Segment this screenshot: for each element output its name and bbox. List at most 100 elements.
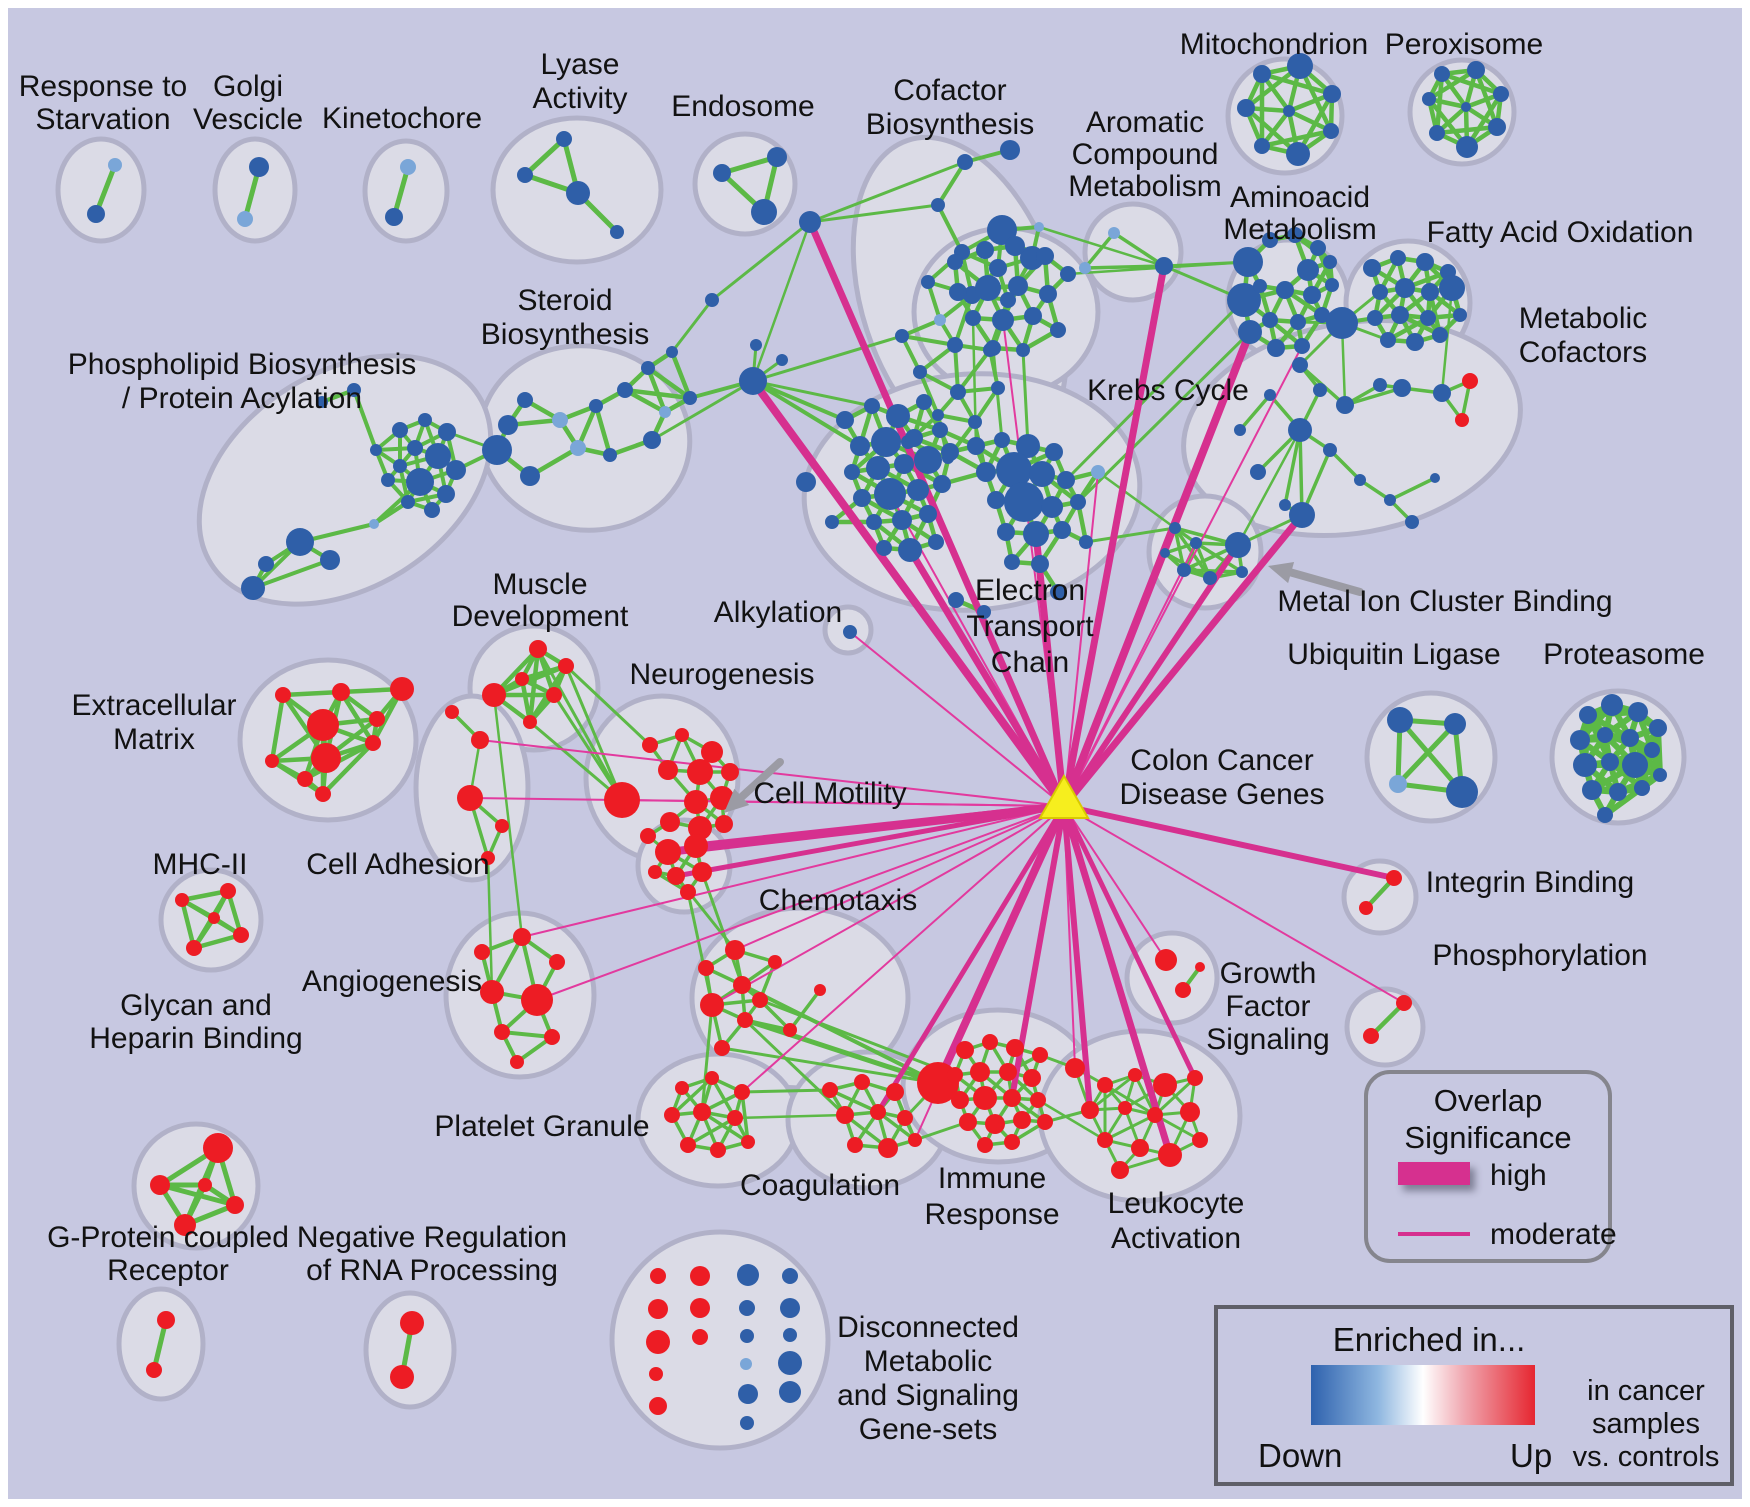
proteasome-node xyxy=(1644,742,1660,758)
proteasome-node xyxy=(1609,783,1627,801)
inter-cluster-edge xyxy=(700,870,744,987)
ubiquitin-ligase-node xyxy=(1444,713,1466,735)
connector-hubs-node xyxy=(750,339,762,351)
electron-transport-chain-node xyxy=(1041,496,1063,518)
lyase-activity-label: Lyase xyxy=(541,48,620,81)
leukocyte-activation-node xyxy=(1097,1132,1113,1148)
platelet-granule-node xyxy=(727,1110,743,1126)
inter-cluster-edge xyxy=(564,664,652,747)
disconnected-gene-sets-label: Gene-sets xyxy=(859,1413,997,1446)
fatty-acid-oxidation-node xyxy=(1420,310,1436,326)
coagulation-label: Coagulation xyxy=(740,1169,900,1202)
cofactor-biosynthesis-node xyxy=(921,275,935,289)
proteasome-node xyxy=(1601,753,1619,771)
neurogenesis-node xyxy=(715,815,733,833)
angiogenesis-node xyxy=(549,954,565,970)
metal-ion-cluster-binding-node xyxy=(1225,532,1251,558)
electron-transport-chain-node xyxy=(866,514,882,530)
electron-transport-chain-node xyxy=(1004,554,1020,570)
platelet-granule-node xyxy=(734,1084,750,1100)
phospholipid-biosynthesis-node xyxy=(381,473,395,487)
metabolic-cofactors-node xyxy=(1288,418,1312,442)
overlap-edge-moderate xyxy=(741,805,1065,1093)
overlap-significance-legend: Overlap Significance high moderate xyxy=(1364,1070,1617,1263)
overlap-edge-moderate xyxy=(1063,805,1167,961)
electron-transport-chain-node xyxy=(933,475,951,493)
phospholipid-biosynthesis-cluster-ellipse xyxy=(196,353,494,607)
glycan-heparin-binding-label: Glycan and xyxy=(120,989,272,1022)
extracellular-matrix-node xyxy=(275,687,291,703)
aromatic-compound-metabolism-label: Metabolism xyxy=(1068,170,1221,203)
steroid-biosynthesis-node xyxy=(603,448,617,462)
colon-cancer-disease-genes-label: Disease Genes xyxy=(1119,778,1324,811)
cell-motility-node xyxy=(667,867,685,885)
neurogenesis-node xyxy=(701,741,723,763)
muscle-development-node xyxy=(558,658,574,674)
colon-cancer-disease-genes-label: Colon Cancer xyxy=(1130,744,1313,777)
overlap-edge-moderate xyxy=(521,805,1065,938)
metabolic-cofactors-label: Cofactors xyxy=(1519,336,1647,369)
golgi-vescicle-node xyxy=(237,211,253,227)
extracellular-matrix-node xyxy=(365,735,381,751)
extracellular-matrix-edge xyxy=(338,689,376,746)
coagulation-node xyxy=(870,1104,886,1120)
aromatic-compound-metabolism-edge xyxy=(1112,231,1166,268)
peroxisome-node xyxy=(1434,66,1450,82)
overlap-edge-moderate xyxy=(734,805,1065,951)
inter-cluster-edge xyxy=(751,220,812,383)
platelet-granule-node xyxy=(680,1137,696,1153)
aromatic-compound-metabolism-label: Aromatic xyxy=(1086,106,1204,139)
metabolic-cofactors-node xyxy=(1384,494,1396,506)
aminoacid-metabolism-node xyxy=(1314,307,1330,323)
electron-transport-chain-node xyxy=(853,489,871,507)
cofactor-biosynthesis-node xyxy=(931,198,945,212)
aminoacid-metabolism-node xyxy=(1227,283,1261,317)
metabolic-cofactors-node xyxy=(1264,389,1276,401)
fatty-acid-oxidation-node xyxy=(1432,327,1448,343)
phospholipid-biosynthesis-node xyxy=(316,396,328,408)
cofactor-biosynthesis-node xyxy=(950,384,966,400)
lyase-activity-edge xyxy=(522,136,567,178)
connector-hubs-edge xyxy=(710,220,812,302)
electron-transport-chain-node xyxy=(905,429,923,447)
neurogenesis-node xyxy=(640,828,656,844)
aminoacid-metabolism-node xyxy=(1290,314,1306,330)
extracellular-matrix-edge xyxy=(320,740,376,797)
mitochondrion-node xyxy=(1253,65,1271,83)
phospholipid-biosynthesis-node xyxy=(286,528,314,556)
metabolic-cofactors-node xyxy=(1234,424,1246,436)
g-protein-coupled-receptor-label: G-Protein coupled xyxy=(47,1221,289,1254)
high-significance-label: high xyxy=(1490,1159,1547,1192)
disconnected-gene-sets-node xyxy=(648,1299,668,1319)
inter-cluster-edge xyxy=(1021,348,1030,448)
electron-transport-chain-node xyxy=(976,462,996,482)
krebs-cycle-node xyxy=(1008,276,1028,296)
immune-response-node xyxy=(1006,1039,1024,1057)
metal-ion-cluster-binding-node xyxy=(1190,537,1202,549)
leukocyte-activation-edge xyxy=(1153,1076,1197,1117)
mhc-ii-node xyxy=(186,940,202,956)
metal-ion-cluster-binding-edge xyxy=(1194,541,1244,574)
aromatic-compound-metabolism-node xyxy=(1155,257,1173,275)
immune-response-node xyxy=(1037,1114,1053,1130)
metabolic-cofactors-edge xyxy=(1358,478,1392,502)
endosome-label: Endosome xyxy=(671,90,814,123)
glycan-heparin-binding-node xyxy=(150,1175,170,1195)
angiogenesis-node xyxy=(513,928,531,946)
kinetochore-node xyxy=(400,159,416,175)
metabolic-cofactors-node xyxy=(1455,413,1469,427)
platelet-granule-edge xyxy=(670,1076,714,1117)
overlap-edge-high xyxy=(1060,511,1306,810)
metal-ion-cluster-binding-node xyxy=(1169,522,1181,534)
aromatic-compound-metabolism-cluster-ellipse xyxy=(1082,201,1184,303)
disconnected-gene-sets-node xyxy=(738,1384,758,1404)
electron-transport-chain-node xyxy=(892,510,912,530)
phospholipid-biosynthesis-node xyxy=(241,576,265,600)
inter-cluster-edge xyxy=(486,856,494,994)
fatty-acid-oxidation-node xyxy=(1367,310,1383,326)
platelet-granule-label: Platelet Granule xyxy=(434,1110,649,1143)
steroid-biosynthesis-node xyxy=(617,382,633,398)
metal-ion-cluster-binding-node xyxy=(1160,548,1170,558)
cofactor-biosynthesis-node xyxy=(1034,222,1044,232)
phospholipid-biosynthesis-node xyxy=(425,443,451,469)
